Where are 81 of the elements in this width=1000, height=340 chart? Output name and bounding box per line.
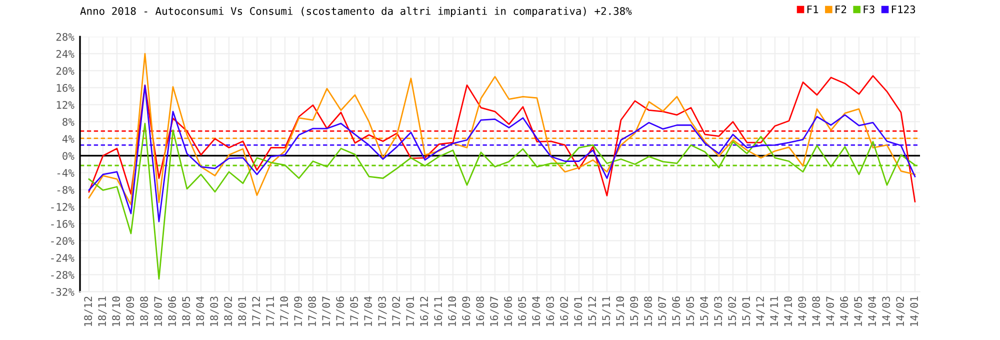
x-tick-label: 16/12 (420, 296, 429, 326)
legend-label: F1 (807, 6, 818, 14)
chart-title: Anno 2018 - Autoconsumi Vs Consumi (scostamento da altri impianti in comparativa) +2.38% (80, 6, 632, 17)
y-tick-label: 20% (56, 66, 74, 75)
y-tick-label: 24% (56, 50, 74, 58)
x-tick-label: 16/04 (532, 296, 541, 326)
x-tick-label: 17/02 (392, 296, 401, 326)
x-tick-label: 17/10 (280, 296, 289, 326)
y-tick-label: -16% (51, 220, 74, 228)
x-tick-label: 17/12 (252, 296, 261, 326)
x-tick-label: 16/01 (574, 296, 583, 326)
x-tick-label: 14/12 (756, 296, 765, 326)
x-tick-label: 16/08 (476, 296, 485, 326)
x-tick-label: 14/01 (910, 296, 919, 326)
x-tick-label: 16/02 (560, 296, 569, 326)
x-tick-label: 15/11 (602, 296, 611, 326)
x-tick-label: 15/08 (644, 296, 653, 326)
x-tick-label: 16/05 (518, 296, 527, 326)
x-tick-label: 15/02 (728, 296, 737, 326)
x-tick-label: 17/03 (378, 296, 387, 326)
x-tick-label: 17/08 (308, 296, 317, 326)
x-tick-label: 17/04 (364, 296, 373, 326)
y-tick-label: -32% (51, 288, 74, 296)
x-tick-label: 15/12 (588, 296, 597, 326)
y-tick-label: 12% (56, 100, 74, 109)
x-tick-label: 18/06 (168, 296, 177, 326)
legend-label: F3 (864, 5, 874, 14)
y-tick-label: -4% (57, 169, 74, 177)
x-tick-label: 18/04 (196, 296, 205, 326)
x-tick-label: 17/09 (294, 296, 303, 326)
x-tick-label: 16/07 (490, 296, 499, 326)
x-tick-label: 18/02 (224, 296, 233, 326)
y-tick-label: 4% (62, 135, 74, 143)
x-tick-label: 16/03 (546, 296, 555, 326)
x-tick-label: 14/10 (784, 296, 793, 326)
x-tick-label: 15/10 (616, 296, 625, 326)
y-tick-label: -8% (57, 186, 74, 194)
y-tick-label: -24% (51, 254, 74, 262)
x-tick-label: 15/01 (742, 296, 751, 326)
y-tick-label: -20% (51, 236, 74, 245)
x-tick-label: 18/01 (238, 296, 247, 326)
x-tick-label: 14/05 (854, 296, 863, 326)
legend-label: F2 (836, 5, 846, 14)
x-tick-label: 14/11 (770, 296, 779, 326)
x-tick-label: 18/08 (140, 296, 149, 326)
x-tick-label: 16/06 (504, 296, 513, 326)
y-tick-label: 16% (56, 84, 74, 92)
x-tick-label: 15/05 (686, 296, 695, 326)
y-tick-label: 0% (62, 152, 74, 160)
x-tick-label: 17/07 (322, 296, 331, 326)
x-tick-label: 14/08 (812, 296, 821, 326)
x-tick-label: 14/04 (868, 296, 877, 326)
x-tick-label: 17/01 (406, 296, 415, 326)
y-tick-label: 8% (62, 118, 74, 126)
x-tick-label: 17/05 (350, 296, 359, 326)
x-tick-label: 18/07 (154, 296, 163, 326)
x-tick-label: 15/09 (630, 296, 639, 326)
x-tick-label: 14/06 (840, 296, 849, 326)
x-tick-label: 15/03 (714, 296, 723, 326)
x-tick-label: 15/04 (700, 296, 709, 326)
x-tick-label: 15/06 (672, 296, 681, 326)
x-tick-label: 16/11 (434, 296, 443, 326)
x-tick-label: 17/06 (336, 296, 345, 326)
y-tick-label: 28% (56, 32, 74, 41)
x-tick-label: 14/07 (826, 296, 835, 326)
x-tick-label: 18/03 (210, 296, 219, 326)
x-tick-label: 18/12 (84, 296, 93, 326)
x-tick-label: 18/11 (98, 296, 107, 326)
legend-label: F123 (892, 5, 916, 14)
y-tick-label: -12% (51, 202, 74, 211)
x-tick-label: 14/03 (882, 296, 891, 326)
y-tick-label: -28% (51, 270, 74, 279)
x-tick-label: 18/09 (126, 296, 135, 326)
x-tick-label: 16/09 (462, 296, 471, 326)
x-tick-label: 18/10 (112, 296, 121, 326)
x-tick-label: 16/10 (448, 296, 457, 326)
x-tick-label: 14/02 (896, 296, 905, 326)
x-tick-label: 14/09 (798, 296, 807, 326)
x-tick-label: 17/11 (266, 296, 275, 326)
x-tick-label: 18/05 (182, 296, 191, 326)
x-tick-label: 15/07 (658, 296, 667, 326)
